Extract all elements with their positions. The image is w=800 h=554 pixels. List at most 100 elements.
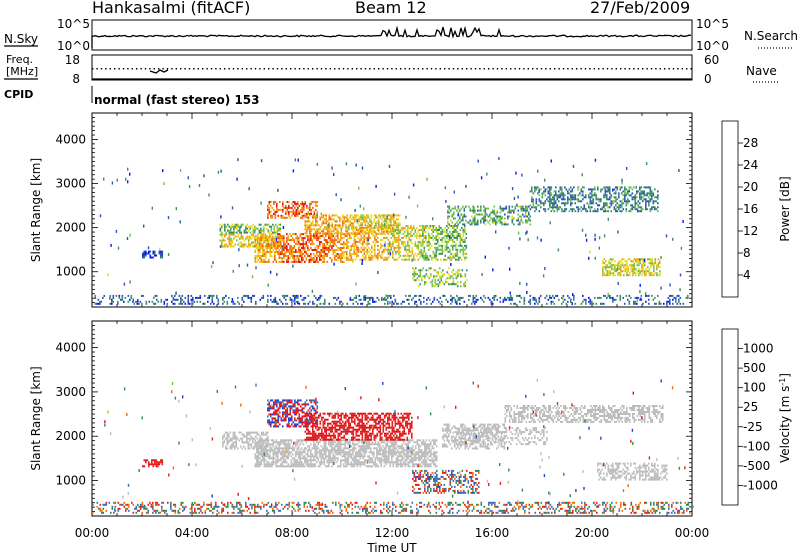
power-cell: [624, 268, 627, 271]
velocity-cell: [143, 507, 145, 510]
velocity-cell: [240, 511, 243, 514]
power-cell: [323, 251, 326, 253]
power-cell: [612, 188, 614, 192]
power-cell: [537, 186, 539, 189]
power-cell: [294, 158, 296, 162]
power-cell: [606, 194, 608, 197]
power-cell: [381, 232, 383, 235]
power-cell: [292, 212, 295, 215]
power-cell: [322, 260, 324, 263]
power-cell: [192, 296, 194, 299]
power-cell: [366, 296, 368, 299]
power-cell: [443, 236, 445, 239]
power-cell: [419, 252, 421, 255]
power-cell: [417, 252, 420, 255]
power-cell: [328, 222, 331, 225]
power-cell: [340, 253, 342, 255]
power-cell: [641, 264, 643, 267]
power-cell: [402, 242, 405, 245]
power-cell: [320, 251, 323, 253]
velocity-cell: [645, 501, 648, 504]
power-cell: [642, 200, 644, 203]
power-cell: [382, 220, 385, 223]
power-cell: [232, 269, 234, 273]
power-cell: [336, 298, 338, 301]
power-cell: [316, 298, 319, 301]
power-cell: [224, 243, 226, 246]
power-cell: [411, 227, 414, 229]
power-cell: [306, 212, 308, 215]
power-cell: [364, 224, 367, 227]
power-cell: [517, 209, 520, 212]
power-cell: [331, 214, 334, 217]
power-cell: [484, 223, 487, 226]
power-cell: [377, 258, 379, 261]
power-cell: [265, 247, 267, 249]
power-cell: [514, 302, 517, 305]
power-cell: [432, 234, 435, 237]
power-cell: [263, 258, 266, 261]
power-cell: [449, 230, 451, 233]
power-cell: [634, 202, 637, 205]
power-cell: [294, 298, 296, 301]
power-cell: [555, 200, 557, 203]
power-cell: [411, 246, 414, 249]
velocity-cell: [232, 437, 235, 440]
power-cell: [387, 294, 389, 297]
velocity-cell: [132, 511, 135, 514]
power-cell: [571, 302, 573, 306]
power-cell: [490, 300, 493, 303]
power-cell: [457, 205, 460, 208]
velocity-cell: [231, 439, 233, 442]
power-cell: [650, 264, 652, 267]
velocity-cell: [494, 503, 496, 506]
power-cell: [592, 198, 595, 201]
power-cell: [372, 296, 374, 299]
velocity-cell: [365, 505, 367, 508]
power-cell: [325, 222, 328, 225]
power-cell: [277, 253, 279, 255]
velocity-cell: [510, 503, 513, 506]
power-cell: [254, 260, 257, 263]
power-cell: [511, 215, 514, 218]
velocity-cell: [653, 507, 655, 510]
power-cell: [547, 190, 550, 193]
power-cell: [640, 192, 643, 195]
power-cell: [264, 223, 267, 226]
power-cell: [254, 255, 257, 257]
power-cell: [499, 217, 502, 220]
power-cell: [364, 232, 367, 235]
power-cell: [455, 244, 457, 247]
power-cell: [111, 181, 114, 185]
velocity-cell: [573, 501, 576, 504]
power-cell: [304, 224, 307, 227]
power-cell: [609, 274, 612, 277]
power-cell: [651, 272, 654, 275]
power-cell: [275, 249, 278, 251]
power-cell: [211, 300, 214, 303]
power-cell: [285, 302, 287, 305]
power-cell: [495, 221, 497, 224]
power-cell: [648, 200, 650, 203]
power-cell: [531, 196, 533, 199]
power-cell: [388, 224, 391, 227]
power-cell: [257, 227, 259, 230]
velocity-cell: [173, 503, 175, 506]
velocity-cell: [105, 503, 108, 506]
power-cell: [582, 194, 584, 197]
power-cell: [642, 272, 645, 275]
velocity-cell: [152, 511, 154, 514]
velocity-cell: [279, 509, 282, 512]
power-cell: [311, 258, 314, 261]
power-cell: [453, 230, 456, 233]
power-cell: [495, 294, 497, 297]
power-cell: [620, 270, 622, 273]
power-cell: [577, 206, 580, 209]
power-cell: [464, 281, 467, 284]
power-cell: [540, 202, 542, 205]
power-cell: [337, 253, 339, 255]
power-cell: [328, 249, 330, 251]
power-cell: [269, 245, 271, 248]
power-cell: [276, 229, 279, 232]
power-cell: [323, 247, 326, 249]
